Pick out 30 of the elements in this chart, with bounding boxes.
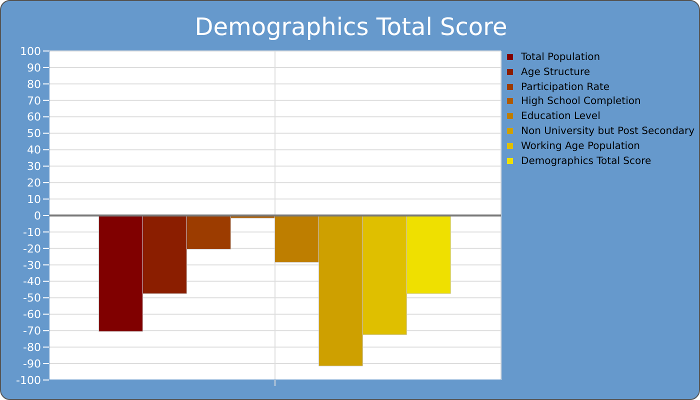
y-tick-label: 100 — [20, 44, 41, 58]
legend-label: Non University but Post Secondary — [520, 124, 696, 139]
y-tick-label: -40 — [23, 275, 41, 288]
legend-label: Working Age Population — [520, 140, 642, 154]
y-tick-label: 90 — [27, 61, 41, 74]
legend-label: Education Level — [520, 110, 602, 124]
y-tick-label: -10 — [23, 226, 41, 239]
y-tick-label: 60 — [27, 110, 41, 124]
y-tick-label: -80 — [23, 341, 41, 354]
y-tick-label: 70 — [27, 94, 41, 108]
legend-label: Total Population — [520, 51, 602, 65]
y-tick-label: -60 — [23, 308, 41, 322]
y-tick-label: -50 — [23, 292, 41, 305]
legend-label: Participation Rate — [520, 80, 611, 95]
y-tick-label: 0 — [34, 209, 41, 222]
chart-title: Demographics Total Score — [194, 13, 508, 41]
y-tick-label: 40 — [27, 144, 41, 157]
y-tick-label: 10 — [27, 192, 41, 206]
legend-label: Demographics Total Score — [520, 154, 652, 169]
y-tick-label: 80 — [27, 78, 41, 91]
y-tick-label: 50 — [27, 127, 41, 140]
y-tick-label: -100 — [16, 374, 41, 387]
y-tick-label: 30 — [27, 160, 41, 174]
y-tick-label: -70 — [23, 324, 41, 338]
y-tick-label: -90 — [23, 357, 41, 370]
y-tick-label: 20 — [27, 176, 41, 190]
legend-label: Age Structure — [520, 66, 592, 80]
legend-label: High School Completion — [520, 95, 642, 110]
y-tick-label: -20 — [23, 242, 41, 256]
y-tick-label: -30 — [23, 258, 41, 272]
